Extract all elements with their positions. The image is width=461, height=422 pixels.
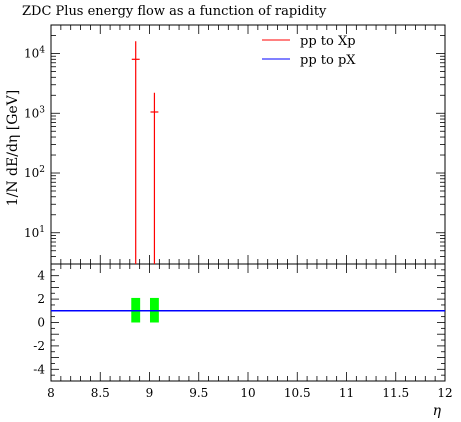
ratio-panel: -4 -2 0 2 4 bbox=[33, 263, 446, 382]
x-tick-label: 10 bbox=[240, 386, 255, 400]
y-tick-label-ratio: -2 bbox=[33, 339, 45, 353]
ratio-panel-frame bbox=[50, 263, 446, 382]
y-tick-label-ratio: 2 bbox=[37, 292, 45, 306]
y-tick-label-main: 104 bbox=[24, 46, 45, 61]
x-tick-label: 8.5 bbox=[91, 386, 110, 400]
x-tick-label: 10.5 bbox=[284, 386, 311, 400]
series-layer bbox=[131, 41, 159, 264]
y-tick-label-main: 102 bbox=[24, 165, 45, 180]
chart-title: ZDC Plus energy flow as a function of ra… bbox=[22, 4, 327, 19]
x-tick-label: 9.5 bbox=[189, 386, 208, 400]
main-panel: 101 102 103 104 bbox=[24, 24, 446, 265]
y-tick-label-ratio: -4 bbox=[33, 362, 45, 376]
x-tick-label: 8 bbox=[47, 386, 55, 400]
x-tick-label: 11 bbox=[339, 386, 354, 400]
y-axis-label: 1/N dE/dη [GeV] bbox=[5, 90, 21, 207]
x-tick-label: 11.5 bbox=[382, 386, 409, 400]
y-tick-label-ratio: 4 bbox=[37, 269, 45, 283]
x-axis: 8 8.5 9 9.5 10 10.5 11 11.5 12 bbox=[47, 25, 453, 400]
x-tick-label: 12 bbox=[437, 386, 452, 400]
x-tick-label: 9 bbox=[146, 386, 154, 400]
legend: pp to Xp pp to pX bbox=[262, 34, 356, 68]
x-axis-label: η bbox=[433, 403, 442, 419]
ratio-layer bbox=[51, 297, 445, 323]
main-panel-frame bbox=[50, 24, 446, 265]
legend-label-pp-to-px: pp to pX bbox=[300, 53, 356, 68]
y-tick-label-main: 101 bbox=[24, 225, 45, 240]
y-tick-label-main: 103 bbox=[24, 105, 45, 120]
y-tick-label-ratio: 0 bbox=[37, 316, 45, 330]
legend-label-pp-to-xp: pp to Xp bbox=[300, 34, 356, 49]
